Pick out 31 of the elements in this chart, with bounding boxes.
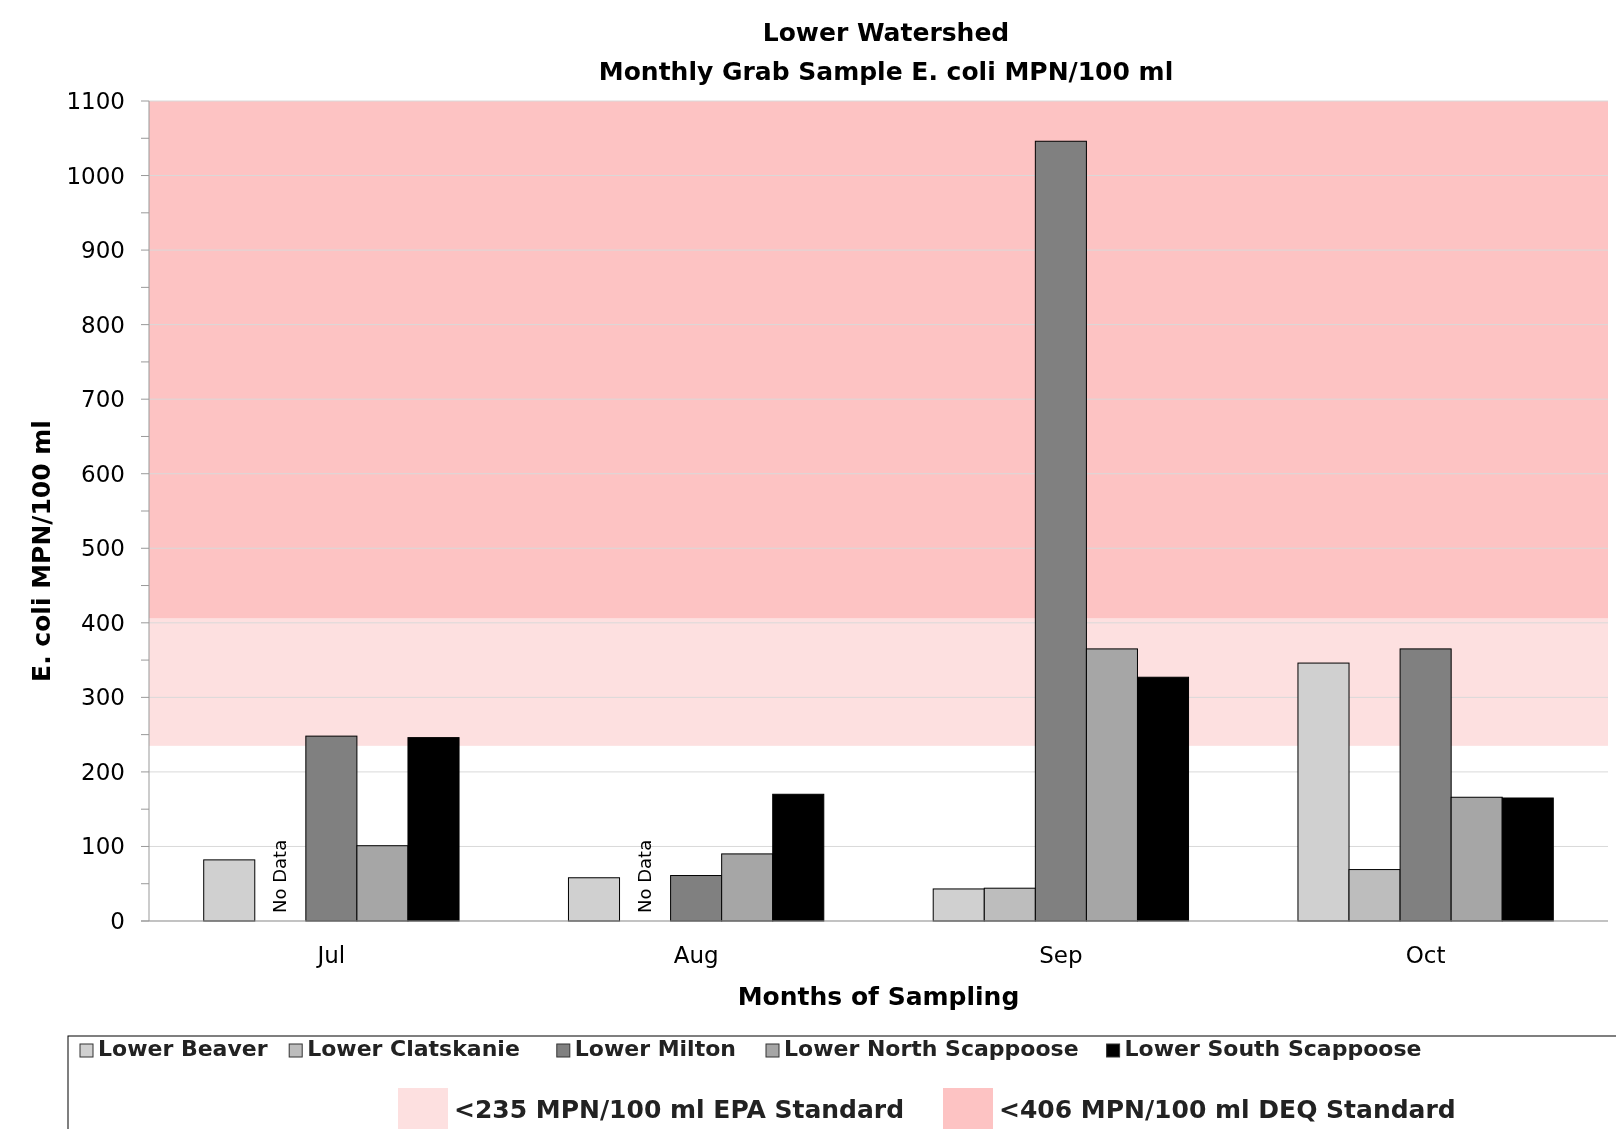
x-tick-label: Aug [673, 942, 719, 968]
legend-label: Lower Clatskanie [307, 1036, 520, 1061]
y-tick-label: 0 [110, 908, 125, 934]
y-tick-label: 1100 [66, 88, 125, 114]
legend-label: Lower Beaver [98, 1036, 268, 1061]
y-tick-label: 1000 [66, 162, 125, 189]
legend-label: Lower South Scappoose [1124, 1036, 1422, 1061]
x-tick-label: Oct [1405, 942, 1446, 968]
y-tick-label: 600 [81, 460, 125, 487]
bar [567, 877, 621, 922]
y-tick-label: 700 [81, 386, 125, 413]
x-axis-title: Months of Sampling [737, 982, 1020, 1011]
y-tick-label: 300 [81, 684, 125, 711]
x-tick-label: Jul [315, 942, 346, 968]
chart-subtitle: Monthly Grab Sample E. coli MPN/100 ml [598, 57, 1174, 86]
y-tick-label: 900 [81, 237, 125, 264]
y-axis-title: E. coli MPN/100 ml [27, 420, 56, 682]
y-tick-label: 400 [81, 609, 125, 636]
y-tick-label: 100 [81, 833, 125, 860]
x-tick-label: Sep [1039, 942, 1083, 968]
annotation: No Data [269, 839, 291, 913]
y-tick-label: 200 [81, 758, 125, 785]
legend-label: Lower North Scappoose [784, 1036, 1079, 1061]
y-tick-label: 800 [81, 311, 125, 338]
chart-title: Lower Watershed [762, 18, 1010, 47]
bar [203, 859, 256, 922]
legend-label: <235 MPN/100 ml EPA Standard [454, 1095, 905, 1124]
legend-label: <406 MPN/100 ml DEQ Standard [999, 1095, 1456, 1124]
y-tick-label: 500 [81, 535, 125, 562]
annotation: No Data [634, 839, 656, 913]
legend-label: Lower Milton [574, 1036, 736, 1061]
